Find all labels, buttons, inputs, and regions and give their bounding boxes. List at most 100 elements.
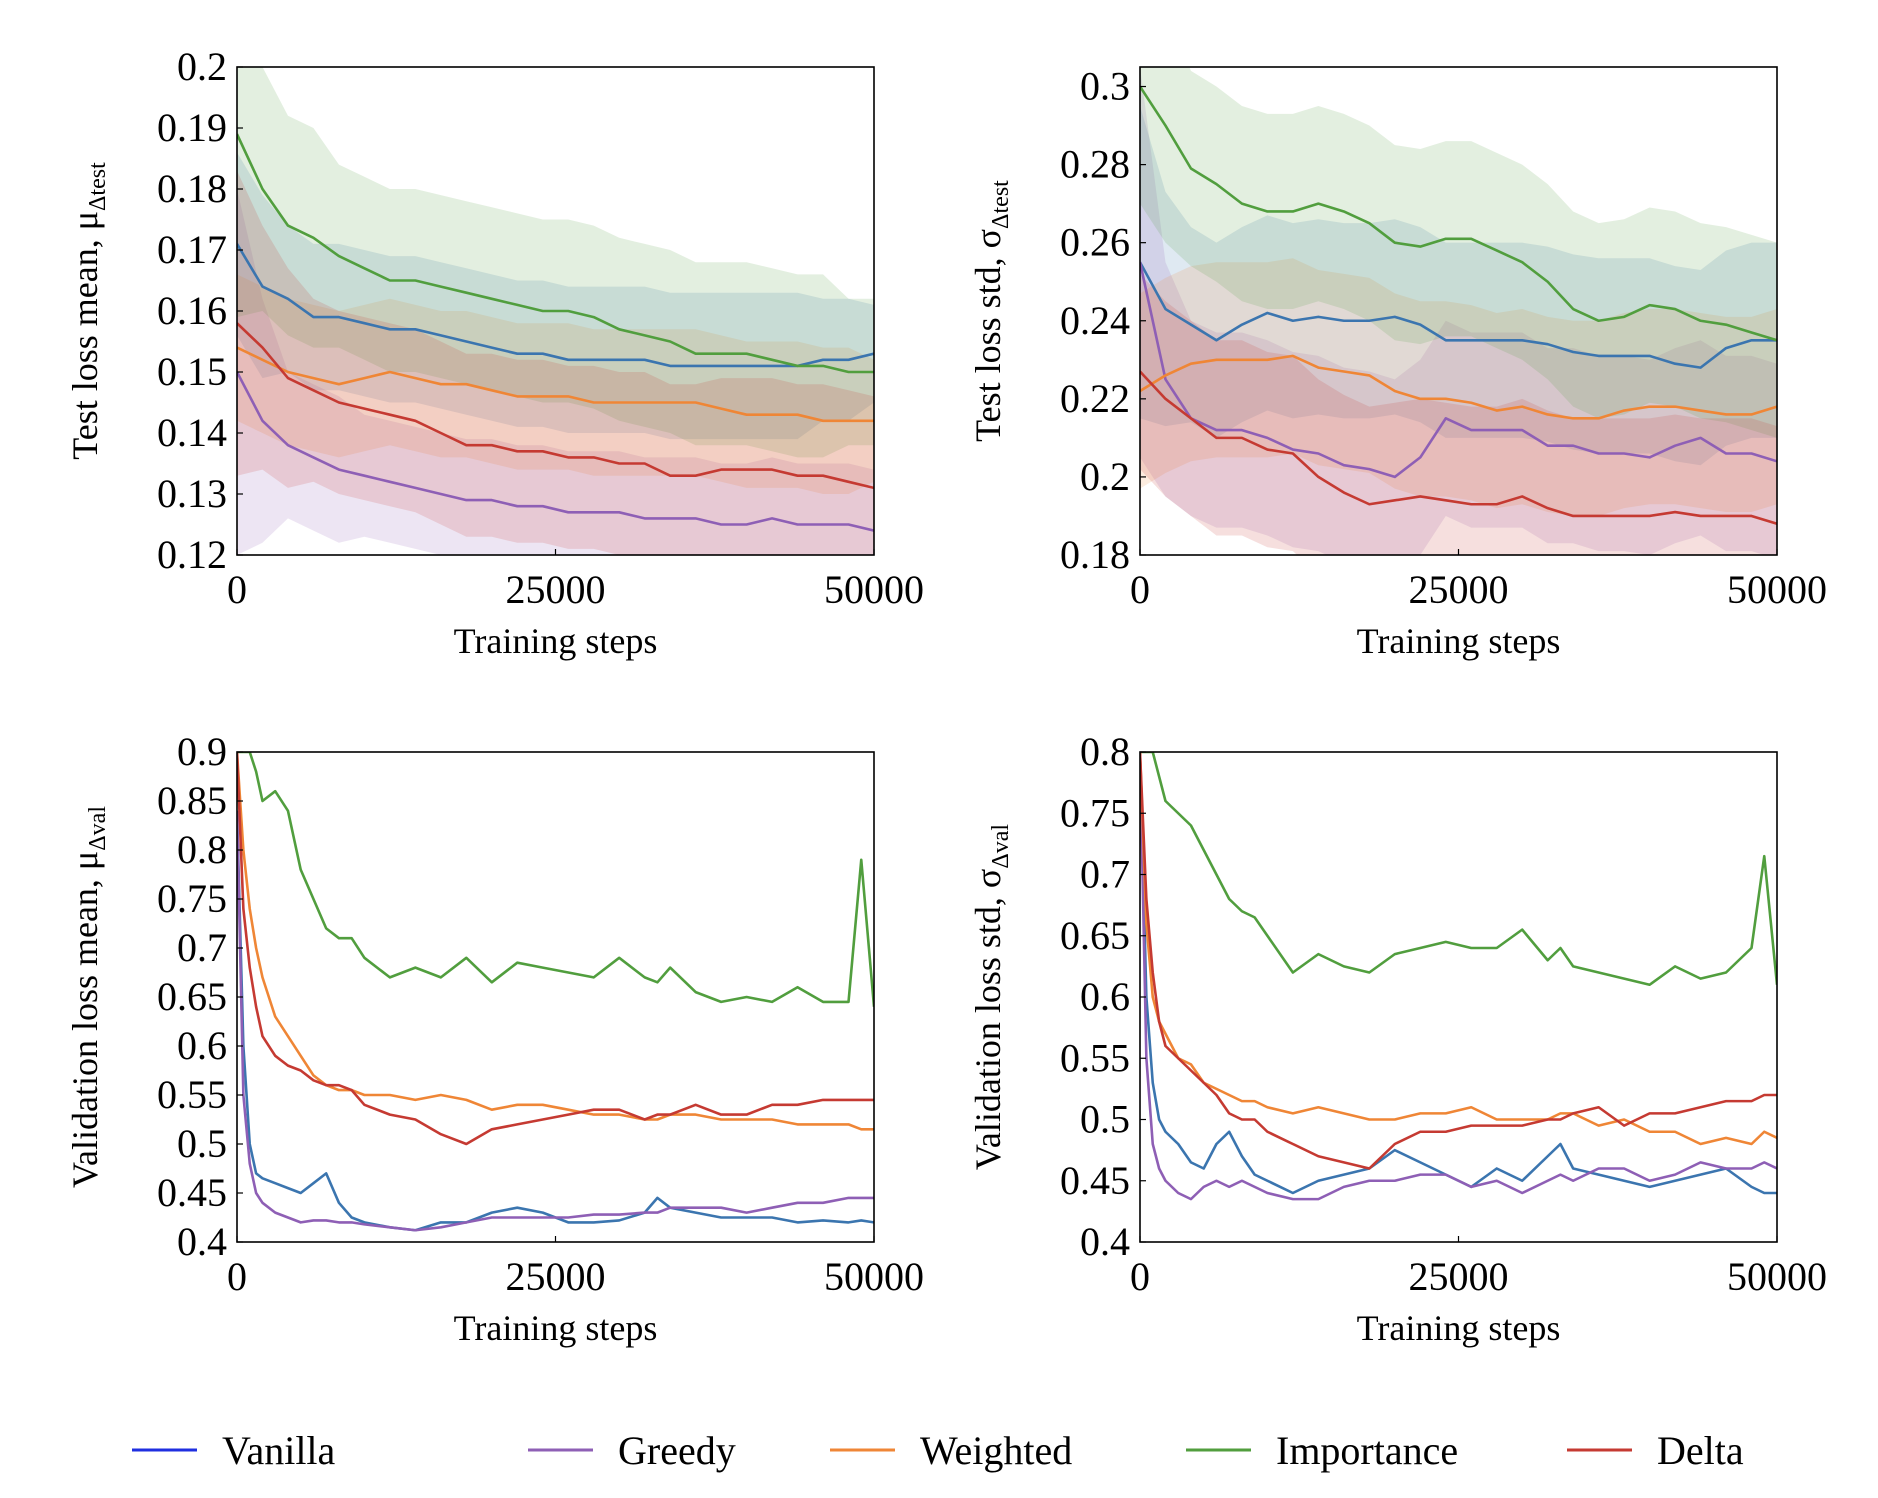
x-axis-label: Training steps: [1357, 621, 1561, 661]
series-line-vanilla: [237, 243, 874, 368]
series-line-greedy: [237, 810, 874, 1232]
x-tick-label: 25000: [1409, 1254, 1509, 1299]
y-tick-label: 0.14: [157, 410, 227, 455]
x-tick-label: 50000: [824, 1254, 924, 1299]
series-line-weighted: [1140, 752, 1777, 1146]
y-tick-label: 0.28: [1060, 142, 1130, 187]
legend: Vanilla Greedy Weighted Importance Delta: [132, 1428, 1744, 1473]
legend-label: Importance: [1276, 1428, 1458, 1473]
y-tick-label: 0.15: [157, 349, 227, 394]
y-tick-label: 0.5: [1080, 1097, 1130, 1142]
series-line-delta: [1140, 752, 1777, 1170]
y-axis-label: Test loss mean, μΔtest: [65, 162, 111, 460]
series-line-weighted: [1140, 354, 1777, 420]
y-tick-label: 0.55: [1060, 1035, 1130, 1080]
series-line-greedy: [237, 371, 874, 532]
legend-label: Vanilla: [222, 1428, 336, 1473]
x-tick-label: 0: [227, 567, 247, 612]
series-line-importance: [237, 752, 874, 1007]
y-tick-label: 0.18: [1060, 532, 1130, 577]
y-tick-label: 0.45: [1060, 1158, 1130, 1203]
y-tick-label: 0.6: [1080, 974, 1130, 1019]
y-tick-label: 0.24: [1060, 298, 1130, 343]
band-delta: [1140, 273, 1777, 555]
y-tick-label: 0.26: [1060, 220, 1130, 265]
x-tick-label: 25000: [506, 1254, 606, 1299]
band-vanilla: [1140, 106, 1777, 466]
y-tick-label: 0.18: [157, 166, 227, 211]
series-line-weighted: [237, 752, 874, 1131]
y-tick-label: 0.2: [1080, 454, 1130, 499]
x-tick-label: 25000: [506, 567, 606, 612]
band-greedy: [1140, 67, 1777, 555]
x-tick-label: 0: [1130, 1254, 1150, 1299]
x-axis-label: Training steps: [454, 1308, 658, 1348]
band-greedy: [237, 189, 874, 555]
legend-item-weighted: Weighted: [830, 1428, 1072, 1473]
y-tick-label: 0.85: [157, 778, 227, 823]
x-tick-label: 0: [227, 1254, 247, 1299]
series-line-greedy: [1140, 752, 1777, 1201]
y-tick-label: 0.75: [157, 876, 227, 921]
x-tick-label: 50000: [824, 567, 924, 612]
x-tick-label: 0: [1130, 567, 1150, 612]
series-line-importance: [1140, 85, 1777, 342]
series-line-vanilla: [1140, 261, 1777, 369]
legend-item-delta: Delta: [1567, 1428, 1744, 1473]
y-tick-label: 0.17: [157, 227, 227, 272]
x-tick-label: 50000: [1727, 1254, 1827, 1299]
y-tick-label: 0.8: [1080, 729, 1130, 774]
y-tick-label: 0.2: [177, 44, 227, 89]
chart-top-right: 0.18 0.2 0.22 0.24 0.26 0.28 0.3 0 25000 50000 Tra…: [968, 64, 1827, 661]
y-tick-label: 0.7: [1080, 852, 1130, 897]
chart-bottom-left: 0.40.450.50.550.60.650.70.750.80.850.9 0 2…: [65, 729, 924, 1348]
y-tick-label: 0.4: [1080, 1219, 1130, 1264]
chart-top-left: 0.12 0.13 0.14 0.15 0.16 0.17 0.18 0.19 0.2 0 2500…: [65, 44, 924, 661]
series-line-delta: [237, 752, 874, 1146]
legend-label: Delta: [1657, 1428, 1744, 1473]
x-axis-label: Training steps: [454, 621, 658, 661]
y-tick-label: 0.65: [1060, 913, 1130, 958]
y-tick-label: 0.3: [1080, 64, 1130, 109]
y-tick-label: 0.16: [157, 288, 227, 333]
plot-area: [237, 752, 874, 1232]
y-tick-label: 0.22: [1060, 376, 1130, 421]
series-line-weighted: [237, 346, 874, 423]
chart-bottom-right: 0.4 0.45 0.5 0.55 0.6 0.65 0.7 0.75 0.8 0 25000 500…: [968, 729, 1827, 1348]
legend-label: Greedy: [618, 1428, 736, 1473]
y-tick-label: 0.12: [157, 532, 227, 577]
y-tick-label: 0.65: [157, 974, 227, 1019]
band-importance: [1140, 67, 1777, 438]
series-line-importance: [1140, 752, 1777, 987]
y-axis-label: Test loss std, σΔtest: [968, 180, 1014, 442]
series-line-greedy: [1140, 261, 1777, 479]
series-line-importance: [237, 133, 874, 374]
y-tick-label: 0.6: [177, 1023, 227, 1068]
series-line-vanilla: [1140, 752, 1777, 1195]
plot-area: [237, 67, 874, 555]
y-axis-label: Validation loss mean, μΔval: [65, 806, 111, 1188]
band-importance: [237, 67, 874, 458]
y-tick-label: 0.55: [157, 1072, 227, 1117]
plot-frame: [1139, 751, 1778, 1243]
y-tick-label: 0.13: [157, 471, 227, 516]
plot-area: [1140, 752, 1777, 1201]
plot-area: [1140, 67, 1777, 555]
band-vanilla: [237, 152, 874, 440]
y-tick-label: 0.5: [177, 1121, 227, 1166]
x-tick-label: 25000: [1409, 567, 1509, 612]
y-axis-label: Validation loss std, σΔval: [968, 824, 1014, 1171]
x-tick-label: 50000: [1727, 567, 1827, 612]
y-tick-label: 0.75: [1060, 790, 1130, 835]
y-tick-label: 0.7: [177, 925, 227, 970]
y-tick-label: 0.8: [177, 827, 227, 872]
legend-item-greedy: Greedy: [528, 1428, 736, 1473]
series-line-delta: [237, 322, 874, 490]
x-axis-label: Training steps: [1357, 1308, 1561, 1348]
y-tick-label: 0.9: [177, 729, 227, 774]
band-delta: [237, 170, 874, 555]
y-tick-label: 0.4: [177, 1219, 227, 1264]
legend-item-vanilla: Vanilla: [132, 1428, 336, 1473]
legend-item-importance: Importance: [1186, 1428, 1458, 1473]
